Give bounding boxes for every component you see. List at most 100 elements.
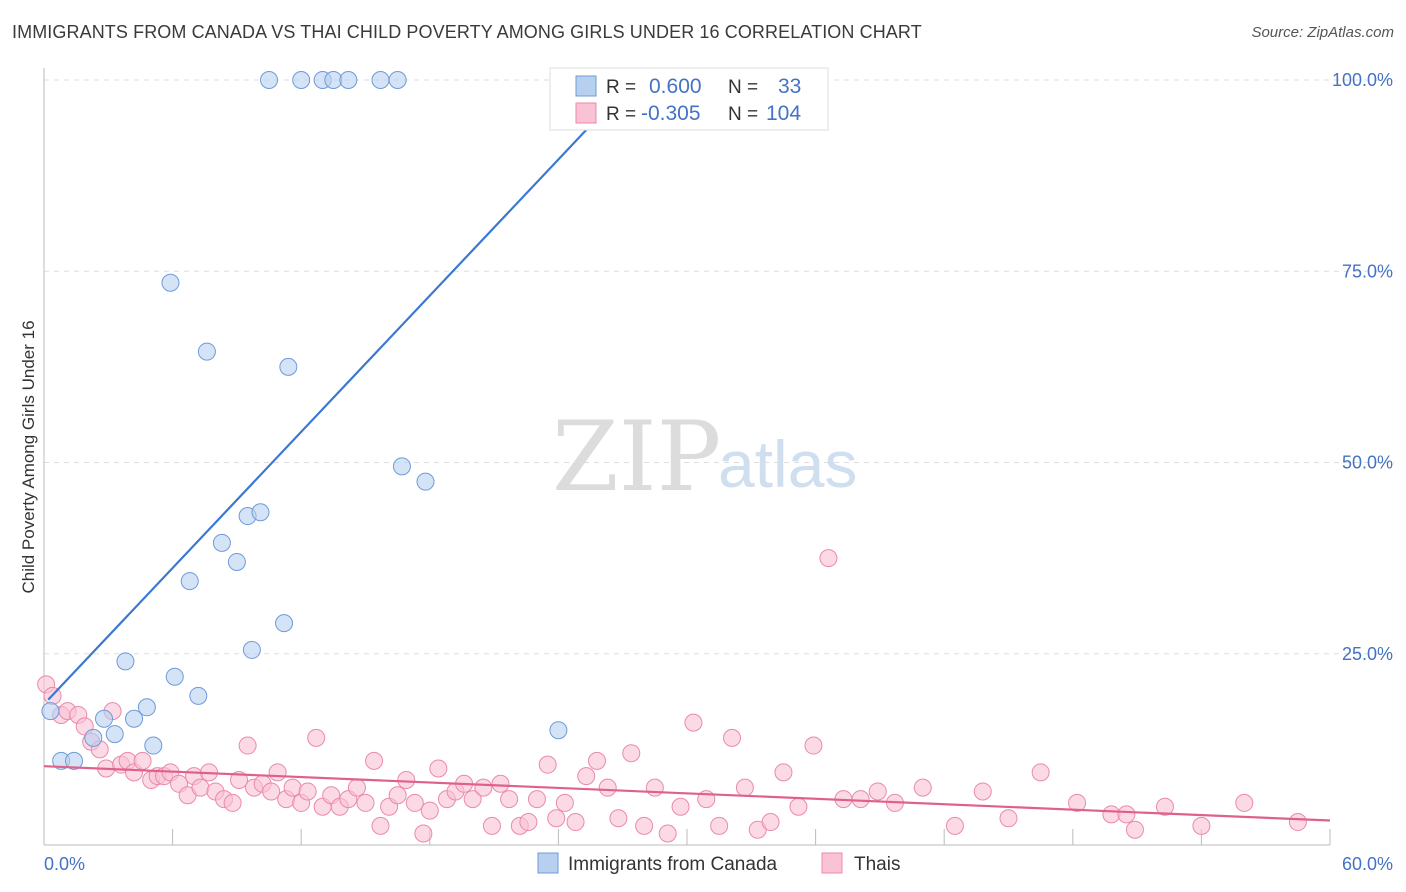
point-thais-35 [298, 782, 317, 801]
point-thais-78 [710, 816, 729, 835]
x-tick-label-0: 0.0% [44, 854, 85, 874]
point-thais-59 [500, 790, 519, 809]
point-thais-80 [735, 778, 754, 797]
point-thais-49 [414, 824, 433, 843]
point-thais-43 [365, 751, 384, 770]
point-immigrants-from-canada-25 [324, 71, 343, 89]
point-thais-76 [684, 713, 703, 732]
point-immigrants-from-canada-5 [105, 725, 124, 744]
point-immigrants-from-canada-20 [260, 71, 279, 89]
point-thais-89 [868, 782, 887, 801]
point-thais-51 [429, 759, 448, 778]
stats-pink-r-label: R = [606, 104, 636, 125]
point-immigrants-from-canada-6 [116, 652, 135, 671]
x-tick-label-1: 60.0% [1342, 854, 1393, 874]
point-thais-70 [609, 809, 628, 828]
point-thais-92 [945, 816, 964, 835]
point-immigrants-from-canada-19 [251, 503, 270, 522]
point-thais-94 [999, 809, 1018, 828]
point-thais-97 [1102, 805, 1121, 824]
point-thais-64 [547, 809, 566, 828]
point-thais-50 [420, 801, 439, 820]
point-thais-33 [283, 778, 302, 797]
point-thais-95 [1031, 763, 1050, 782]
stats-pink-n-label: N = [728, 104, 758, 125]
point-immigrants-from-canada-9 [144, 736, 163, 755]
legend: Immigrants from Canada Thais [537, 852, 900, 875]
point-immigrants-from-canada-26 [339, 71, 358, 89]
gridlines [44, 79, 1395, 655]
point-thais-21 [191, 778, 210, 797]
point-thais-101 [1192, 816, 1211, 835]
point-thais-61 [519, 813, 538, 832]
y-tick-label-1: 50.0% [1342, 453, 1393, 473]
point-thais-55 [463, 790, 482, 809]
point-thais-63 [538, 755, 557, 774]
point-thais-73 [645, 778, 664, 797]
series-thais [37, 549, 1307, 843]
point-thais-42 [356, 793, 375, 812]
watermark-zip: ZIP [552, 401, 721, 513]
point-thais-69 [598, 778, 617, 797]
point-immigrants-from-canada-22 [279, 357, 298, 376]
point-immigrants-from-canada-16 [227, 552, 246, 571]
point-thais-48 [405, 793, 424, 812]
point-thais-13 [133, 751, 152, 770]
point-immigrants-from-canada-23 [292, 71, 311, 89]
trend-lines [43, 79, 1331, 822]
stats-pink-r-value: -0.305 [641, 102, 701, 125]
legend-label-thais: Thais [854, 854, 900, 875]
point-thais-31 [268, 763, 287, 782]
stats-blue-n-label: N = [728, 77, 758, 98]
point-immigrants-from-canada-14 [197, 342, 216, 361]
point-thais-44 [371, 816, 390, 835]
y-tick-label-3: 100.0% [1332, 70, 1393, 90]
point-thais-102 [1235, 793, 1254, 812]
stats-swatch-pink [575, 102, 597, 124]
stats-box: R = 0.600 N = 33 R = -0.305 N = 104 [549, 67, 829, 131]
point-immigrants-from-canada-15 [212, 533, 231, 552]
legend-swatch-immigrants-from-canada [537, 852, 559, 874]
point-thais-91 [913, 778, 932, 797]
point-thais-47 [397, 770, 416, 789]
point-thais-25 [223, 793, 242, 812]
stats-blue-r-value: 0.600 [649, 75, 702, 98]
point-immigrants-from-canada-4 [95, 709, 114, 728]
point-thais-75 [671, 797, 690, 816]
stats-blue-r-label: R = [606, 77, 636, 98]
point-immigrants-from-canada-8 [137, 698, 156, 717]
point-thais-68 [587, 751, 606, 770]
legend-label-immigrants-from-canada: Immigrants from Canada [568, 854, 778, 875]
y-tick-label-2: 75.0% [1342, 261, 1393, 281]
point-immigrants-from-canada-0 [41, 702, 60, 721]
point-thais-83 [774, 763, 793, 782]
source-label: Source: ZipAtlas.com [1251, 24, 1394, 41]
y-axis-label: Child Poverty Among Girls Under 16 [19, 320, 38, 593]
y-tick-label-0: 25.0% [1342, 644, 1393, 664]
stats-blue-n-value: 33 [778, 75, 801, 98]
point-immigrants-from-canada-29 [392, 457, 411, 476]
point-immigrants-from-canada-18 [242, 640, 261, 659]
point-thais-100 [1155, 797, 1174, 816]
point-thais-30 [262, 782, 281, 801]
point-immigrants-from-canada-28 [388, 71, 407, 89]
point-thais-65 [555, 793, 574, 812]
point-thais-84 [789, 797, 808, 816]
point-thais-41 [347, 778, 366, 797]
stats-swatch-blue [575, 75, 597, 97]
point-thais-96 [1068, 793, 1087, 812]
trend-line-immigrants-from-canada [47, 79, 635, 701]
watermark-atlas: atlas [718, 427, 857, 501]
point-thais-46 [388, 786, 407, 805]
point-thais-66 [566, 813, 585, 832]
point-immigrants-from-canada-27 [371, 71, 390, 89]
point-immigrants-from-canada-3 [84, 728, 103, 747]
point-immigrants-from-canada-10 [161, 273, 180, 292]
point-thais-26 [230, 770, 249, 789]
point-immigrants-from-canada-31 [549, 721, 568, 740]
point-thais-98 [1117, 805, 1136, 824]
legend-swatch-thais [821, 852, 843, 874]
point-thais-88 [851, 790, 870, 809]
point-immigrants-from-canada-2 [65, 751, 84, 770]
